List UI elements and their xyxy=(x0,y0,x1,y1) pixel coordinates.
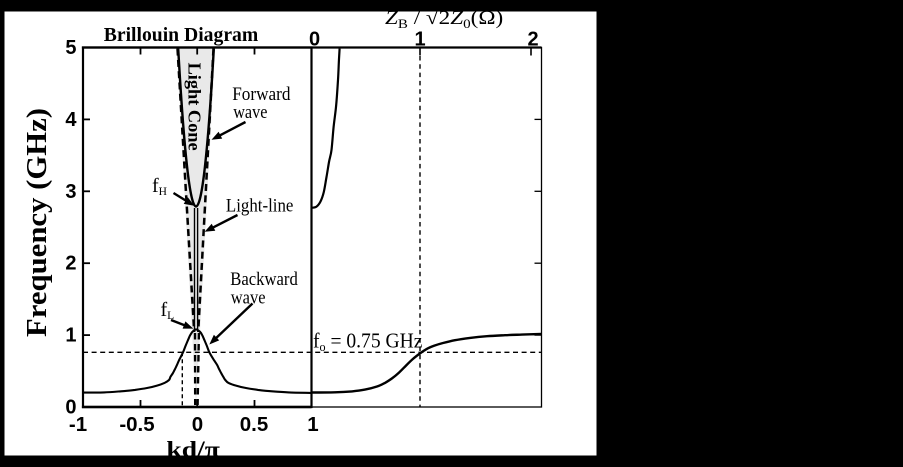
svg-text:Brillouin Diagram: Brillouin Diagram xyxy=(104,24,259,46)
svg-text:ZB / √2Z0(Ω): ZB / √2Z0(Ω) xyxy=(385,6,503,31)
svg-text:Light-line: Light-line xyxy=(226,196,294,217)
svg-text:-1: -1 xyxy=(69,413,87,436)
svg-text:0: 0 xyxy=(309,29,320,51)
svg-text:3: 3 xyxy=(65,181,76,203)
svg-text:-0.5: -0.5 xyxy=(119,413,154,436)
svg-text:2: 2 xyxy=(527,29,538,51)
svg-text:0: 0 xyxy=(192,413,203,436)
svg-text:Backward: Backward xyxy=(230,269,298,290)
svg-text:5: 5 xyxy=(65,37,76,59)
svg-text:4: 4 xyxy=(65,109,77,131)
svg-text:Frequency (GHz): Frequency (GHz) xyxy=(22,108,53,337)
svg-text:0.5: 0.5 xyxy=(240,413,269,436)
svg-text:wave: wave xyxy=(233,102,267,123)
svg-text:fo = 0.75 GHz: fo = 0.75 GHz xyxy=(313,330,422,354)
svg-text:2: 2 xyxy=(65,253,76,275)
svg-text:wave: wave xyxy=(231,288,266,309)
svg-text:Forward: Forward xyxy=(232,84,291,105)
svg-text:0: 0 xyxy=(65,397,76,419)
svg-text:1: 1 xyxy=(307,413,318,436)
svg-text:1: 1 xyxy=(65,325,76,347)
svg-text:Light Cone: Light Cone xyxy=(185,63,205,151)
svg-text:1: 1 xyxy=(414,29,425,51)
